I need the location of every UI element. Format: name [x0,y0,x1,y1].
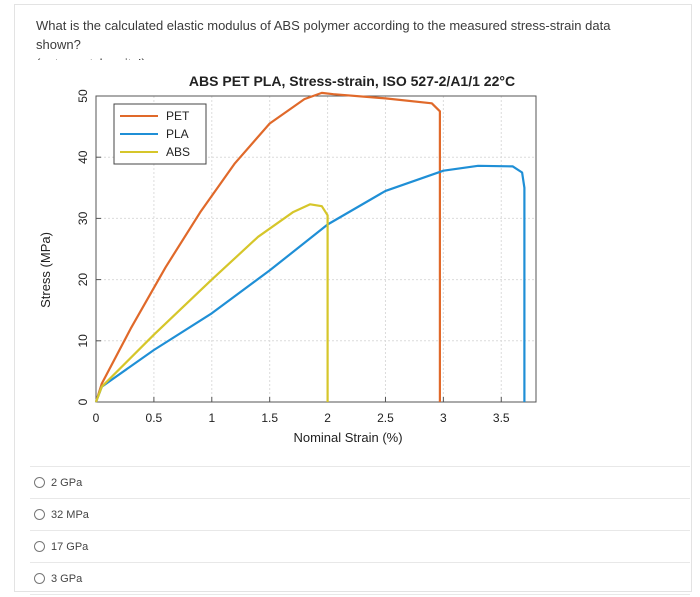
legend-label: PET [166,109,190,123]
x-tick-label: 0 [93,411,100,425]
x-tick-label: 3.5 [493,411,510,425]
y-tick-label: 0 [76,398,90,405]
chart-legend: PET PLA ABS [113,103,207,165]
legend-label: PLA [166,127,189,141]
y-tick-label: 50 [76,89,90,103]
series-line-pet [94,91,441,403]
axis-ticks: 0 0.5 1 1.5 2 2.5 3 3.5 0 10 20 30 40 50 [76,89,510,425]
y-tick-label: 30 [76,211,90,225]
y-tick-label: 10 [76,334,90,348]
question-line-1: What is the calculated elastic modulus o… [36,18,611,52]
answer-option[interactable]: 3 GPa [30,562,690,595]
option-label: 2 GPa [51,476,83,489]
series-line-pla [94,164,526,403]
x-tick-label: 2 [324,411,331,425]
chart-title: ABS PET PLA, Stress-strain, ISO 527-2/A1… [189,73,515,89]
answer-options: 2 GPa 32 MPa 17 GPa 3 GPa [30,466,690,595]
radio-button[interactable] [34,541,45,552]
x-axis-label: Nominal Strain (%) [293,430,402,445]
stress-strain-chart: 0 0.5 1 1.5 2 2.5 3 3.5 0 10 20 30 40 50 PET PLA ABS AB… [30,60,660,460]
y-tick-label: 20 [76,273,90,287]
legend-label: ABS [166,145,190,159]
series-line-abs [94,203,329,403]
x-tick-label: 1.5 [261,411,278,425]
option-label: 3 GPa [51,572,83,585]
x-tick-label: 2.5 [377,411,394,425]
x-tick-label: 1 [208,411,215,425]
answer-option[interactable]: 17 GPa [30,530,690,562]
chart-svg: 0 0.5 1 1.5 2 2.5 3 3.5 0 10 20 30 40 50 PET PLA ABS AB… [30,60,660,460]
radio-button[interactable] [34,573,45,584]
x-tick-label: 0.5 [146,411,163,425]
answer-option[interactable]: 32 MPa [30,498,690,530]
radio-button[interactable] [34,509,45,520]
y-axis-label: Stress (MPa) [38,232,53,308]
answer-option[interactable]: 2 GPa [30,466,690,498]
option-label: 32 MPa [51,508,89,521]
x-tick-label: 3 [440,411,447,425]
y-tick-label: 40 [76,150,90,164]
series-lines [94,91,526,403]
option-label: 17 GPa [51,540,89,553]
radio-button[interactable] [34,477,45,488]
